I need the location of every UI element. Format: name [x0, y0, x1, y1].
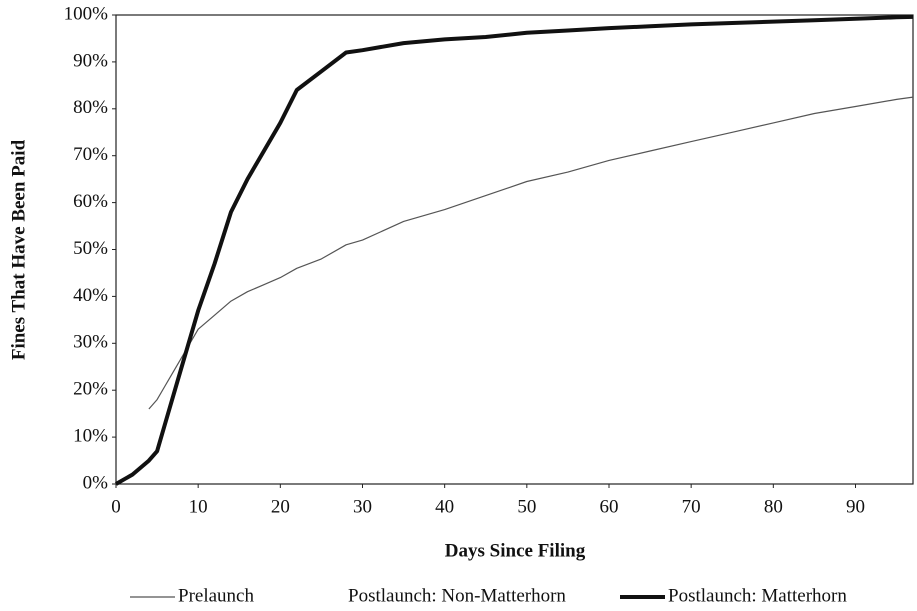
line: [148, 96, 914, 410]
x-tick-label: 90: [846, 496, 865, 517]
x-tick-label: 70: [682, 496, 701, 517]
y-axis-label: Fines That Have Been Paid: [8, 139, 29, 360]
legend-label: Postlaunch: Matterhorn: [668, 585, 847, 606]
x-tick-label: 80: [764, 496, 783, 517]
x-tick-label: 10: [189, 496, 208, 517]
y-tick-label: 50%: [73, 238, 108, 259]
x-tick-label: 50: [517, 496, 536, 517]
y-tick-label: 40%: [73, 285, 108, 306]
y-tick-label: 30%: [73, 332, 108, 353]
x-tick-label: 0: [111, 496, 121, 517]
y-tick-label: 10%: [73, 425, 108, 446]
x-axis-label: Days Since Filing: [445, 540, 586, 561]
y-tick-label: 20%: [73, 379, 108, 400]
y-tick-label: 80%: [73, 97, 108, 118]
y-tick-label: 70%: [73, 144, 108, 165]
y-tick-label: 60%: [73, 191, 108, 212]
legend-label: Postlaunch: Non-Matterhorn: [348, 585, 566, 606]
line: [115, 14, 914, 486]
y-tick-label: 100%: [64, 3, 109, 24]
x-tick-label: 30: [353, 496, 372, 517]
x-tick-label: 40: [435, 496, 454, 517]
legend-label: Prelaunch: [178, 585, 254, 606]
x-tick-label: 20: [271, 496, 290, 517]
plot-border: [115, 14, 914, 485]
x-tick-label: 60: [599, 496, 618, 517]
y-tick-label: 0%: [83, 472, 109, 493]
y-tick-label: 90%: [73, 50, 108, 71]
